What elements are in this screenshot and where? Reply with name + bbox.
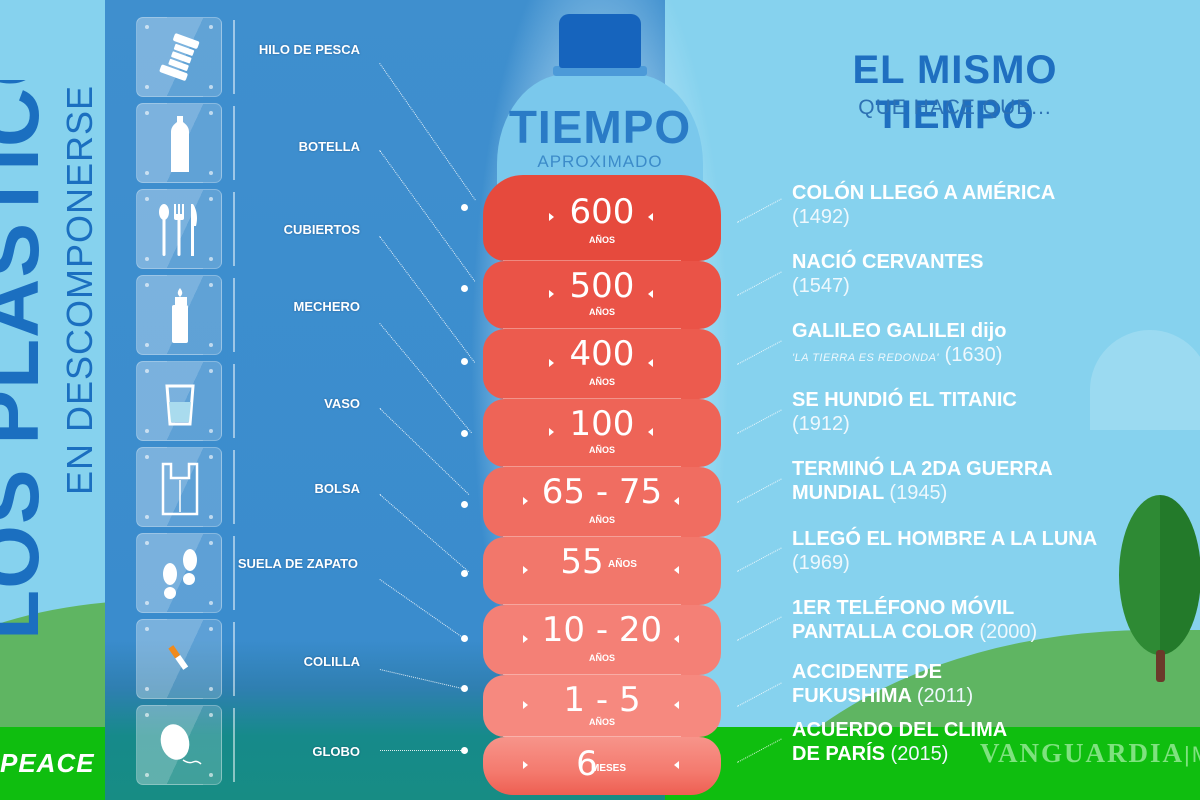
shoe-sole-icon — [163, 549, 197, 599]
leader-dot — [461, 358, 468, 365]
divider — [233, 278, 235, 352]
label-bottle: BOTELLA — [298, 139, 360, 154]
cloud-shape — [1090, 330, 1200, 430]
tree-trunk — [1156, 650, 1165, 682]
segment-balloon: 6 MESES — [483, 737, 721, 795]
bottle-title: TIEMPO — [508, 101, 692, 153]
divider — [233, 450, 235, 524]
tree-icon — [1119, 495, 1200, 655]
label-lighter: MECHERO — [293, 299, 360, 314]
divider — [233, 20, 235, 94]
divider — [233, 364, 235, 438]
bottle-subtitle: APROXIMADO — [537, 152, 663, 171]
bottle-neck-fill — [560, 70, 640, 110]
title-main: LOS PLÁSTICOS — [0, 80, 56, 640]
tile-shoe-sole — [136, 533, 222, 613]
event-moon: LLEGÓ EL HOMBRE A LA LUNA (1969) — [792, 528, 1098, 574]
cutlery-icon — [159, 204, 197, 256]
right-title: EL MISMO TIEMPO — [852, 48, 1058, 137]
cup-icon — [165, 384, 195, 426]
divider — [233, 536, 235, 610]
bottle-icon — [171, 116, 189, 172]
leader-line — [380, 750, 463, 751]
divider — [233, 622, 235, 696]
label-fishing-line: HILO DE PESCA — [258, 42, 360, 57]
divider — [233, 192, 235, 266]
leader-dot — [461, 501, 468, 508]
label-bag: BOLSA — [314, 481, 361, 496]
tile-fishing-line — [136, 17, 222, 97]
segment-bottle: 500 AÑOS — [483, 261, 721, 329]
tile-cup — [136, 361, 222, 441]
segment-fishing-line: 600 AÑOS — [483, 175, 721, 261]
leader-dot — [461, 747, 468, 754]
tile-balloon — [136, 705, 222, 785]
tile-bottle — [136, 103, 222, 183]
tile-bag — [136, 447, 222, 527]
label-balloon: GLOBO — [312, 744, 360, 759]
leader-dot — [461, 685, 468, 692]
leader-dot — [461, 285, 468, 292]
event-ww2: TERMINÓ LA 2DA GUERRA MUNDIAL (1945) — [792, 458, 1053, 504]
title-subtitle: EN DESCOMPONERSE — [59, 84, 100, 495]
bag-icon — [161, 462, 199, 516]
bottle-neck-ring — [553, 66, 647, 76]
segment-bag: 55 AÑOS — [483, 537, 721, 605]
label-shoe-sole: SUELA DE ZAPATO — [237, 556, 358, 571]
divider — [233, 708, 235, 782]
event-colon: COLÓN LLEGÓ A AMÉRICA (1492) — [792, 182, 1056, 228]
fishing-line-icon — [159, 33, 200, 81]
event-paris: ACUERDO DEL CLIMA DE PARÍS (2015) — [792, 719, 1008, 765]
leader-dot — [461, 635, 468, 642]
segment-cup: 65 - 75 AÑOS — [483, 467, 721, 537]
bottle-cap — [559, 14, 641, 68]
label-cigarette: COLILLA — [303, 654, 360, 669]
label-cup: VASO — [324, 396, 360, 411]
tile-cutlery — [136, 189, 222, 269]
event-cervantes: NACIÓ CERVANTES (1547) — [792, 251, 984, 297]
segment-shoe-sole: 10 - 20 AÑOS — [483, 605, 721, 675]
segment-lighter: 100 AÑOS — [483, 399, 721, 467]
tile-cigarette — [136, 619, 222, 699]
event-mobile-phone: 1ER TELÉFONO MÓVIL PANTALLA COLOR (2000) — [792, 597, 1038, 643]
lighter-icon — [172, 288, 188, 343]
arrow-left-icon — [648, 213, 653, 221]
right-subtitle: QUE HACE QUE... — [858, 96, 1052, 119]
leader-dot — [461, 570, 468, 577]
segment-cutlery: 400 AÑOS — [483, 329, 721, 399]
watermark: VANGUARDIA|MX — [980, 738, 1200, 768]
leader-dot — [461, 430, 468, 437]
greenpeace-logo: PEACE — [0, 748, 95, 778]
cigarette-butt-icon — [168, 645, 189, 670]
leader-dot — [461, 204, 468, 211]
arrow-right-icon — [549, 213, 554, 221]
event-fukushima: ACCIDENTE DE FUKUSHIMA (2011) — [792, 661, 974, 707]
divider — [233, 106, 235, 180]
event-titanic: SE HUNDIÓ EL TITANIC (1912) — [792, 389, 1017, 435]
segment-cigarette: 1 - 5 AÑOS — [483, 675, 721, 737]
label-cutlery: CUBIERTOS — [283, 222, 360, 237]
tile-lighter — [136, 275, 222, 355]
balloon-icon — [160, 724, 202, 765]
event-galileo: GALILEO GALILEI dijo 'LA TIERRA ES REDON… — [792, 320, 1007, 366]
